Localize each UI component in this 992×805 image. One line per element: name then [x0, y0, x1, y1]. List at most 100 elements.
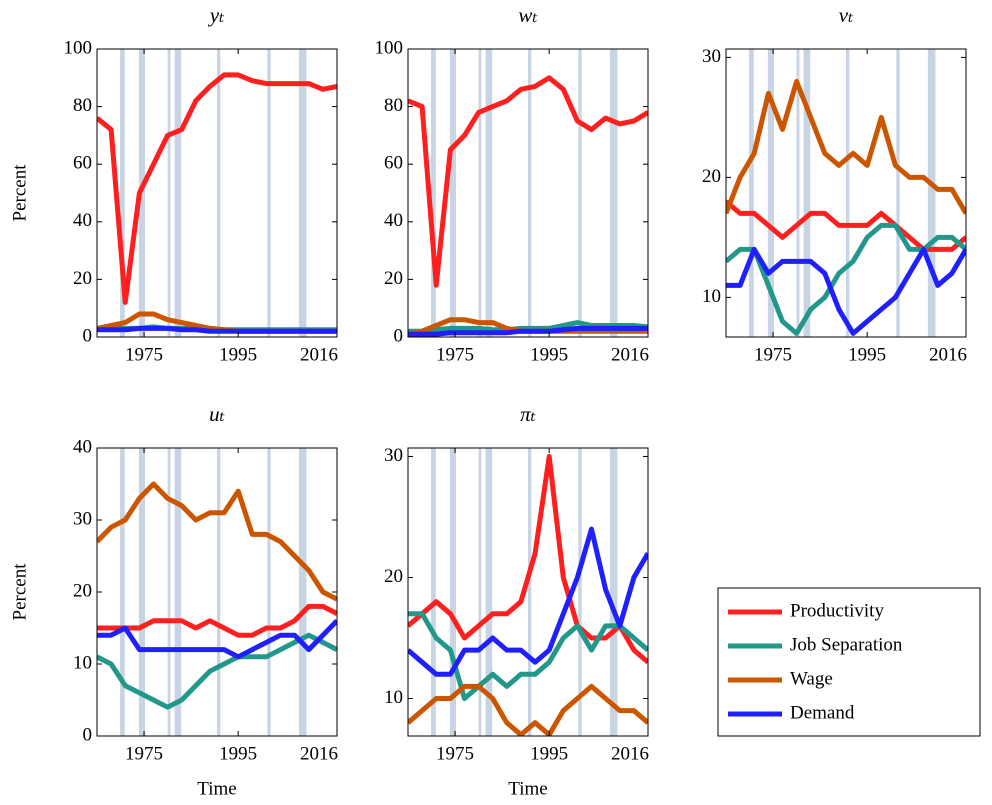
recession-band [138, 448, 145, 736]
recession-band [749, 49, 754, 337]
recession-band [485, 448, 493, 736]
recession-band [298, 49, 307, 337]
recession-band [478, 49, 482, 337]
x-tick-label: 1995 [219, 743, 257, 764]
y-tick-label: 20 [702, 166, 721, 187]
chart-title: πₜ [520, 402, 536, 426]
x-axis-label: Time [197, 778, 236, 799]
x-tick-label: 1995 [530, 743, 568, 764]
chart-title: wₜ [518, 3, 537, 27]
series-line [97, 325, 337, 334]
y-tick-label: 60 [384, 153, 403, 174]
y-tick-label: 30 [702, 46, 721, 67]
recession-band [609, 49, 618, 337]
recession-band [120, 49, 125, 337]
recession-band [217, 49, 221, 337]
x-tick-label: 2016 [300, 743, 338, 764]
x-tick-label: 1975 [125, 743, 163, 764]
series-line [408, 75, 648, 288]
series-line [97, 619, 337, 660]
panel: 10 20 30 1975 1995 2016 πₜ Time [384, 402, 649, 800]
y-tick-label: 80 [384, 95, 403, 116]
x-tick-label: 2016 [611, 743, 649, 764]
recession-band [298, 448, 307, 736]
x-tick-label: 1975 [436, 344, 474, 365]
series-line [408, 683, 648, 736]
plot-frame [725, 48, 967, 338]
recession-band [528, 49, 532, 337]
plot-area [97, 49, 337, 337]
legend-label: Wage [790, 668, 833, 689]
legend: Productivity Job Separation Wage Demand [717, 587, 981, 737]
y-tick-label: 100 [375, 37, 404, 58]
series-line [408, 454, 648, 665]
panel: 10 20 30 1975 1995 2016 vₜ [702, 3, 967, 366]
y-tick-label: 40 [73, 210, 92, 231]
x-tick-label: 1975 [436, 743, 474, 764]
x-tick-label: 2016 [300, 344, 338, 365]
legend-label: Demand [790, 702, 855, 723]
y-tick-label: 20 [384, 566, 403, 587]
recession-band [803, 49, 811, 337]
y-tick-label: 0 [83, 325, 93, 346]
series-line [97, 603, 337, 638]
recession-band [528, 448, 532, 736]
chart-title: yₜ [208, 3, 225, 27]
x-tick-label: 2016 [929, 344, 967, 365]
recession-band [609, 448, 618, 736]
recession-band [174, 448, 182, 736]
recession-band [431, 49, 436, 337]
panel: 0 10 20 30 40 1975 1995 2016 uₜ Percent Time [9, 402, 338, 800]
y-tick-label: 20 [384, 268, 403, 289]
y-tick-label: 40 [73, 436, 92, 457]
plot-frame [407, 447, 649, 737]
series-line [408, 320, 648, 334]
y-tick-label: 80 [73, 95, 92, 116]
series-line [726, 222, 966, 336]
series-line [97, 481, 337, 602]
chart-title: vₜ [839, 3, 854, 27]
recession-band [267, 448, 271, 736]
recession-band [896, 49, 900, 337]
recession-band [796, 49, 800, 337]
panel: 0 20 40 60 80 100 1975 1995 2016 wₜ [375, 3, 650, 366]
plot-area [408, 448, 648, 736]
series-line [97, 72, 337, 305]
x-tick-label: 1995 [530, 344, 568, 365]
y-tick-label: 0 [83, 724, 93, 745]
plot-frame [407, 48, 649, 338]
chart-title: uₜ [209, 402, 225, 426]
y-axis-label: Percent [9, 563, 30, 621]
recession-band [449, 448, 456, 736]
legend-label: Productivity [790, 600, 884, 621]
legend-label: Job Separation [790, 634, 903, 655]
recession-band [267, 49, 271, 337]
recession-band [767, 49, 774, 337]
y-axis-label: Percent [9, 164, 30, 222]
plot-area [97, 448, 337, 736]
recession-band [846, 49, 850, 337]
recession-band [578, 49, 582, 337]
recession-band [449, 49, 456, 337]
x-axis-label: Time [508, 778, 547, 799]
y-tick-label: 10 [73, 652, 92, 673]
plot-frame [96, 48, 338, 338]
recession-band [578, 448, 582, 736]
y-tick-label: 20 [73, 580, 92, 601]
y-tick-label: 100 [64, 37, 93, 58]
recession-band [120, 448, 125, 736]
x-tick-label: 1975 [125, 344, 163, 365]
series-line [408, 325, 648, 337]
recession-band [167, 49, 171, 337]
recession-band [485, 49, 493, 337]
x-tick-label: 2016 [611, 344, 649, 365]
recession-band [217, 448, 221, 736]
x-tick-label: 1975 [754, 344, 792, 365]
plot-area [726, 49, 966, 337]
x-tick-label: 1995 [848, 344, 886, 365]
y-tick-label: 20 [73, 268, 92, 289]
y-tick-label: 30 [384, 445, 403, 466]
panel: 0 20 40 60 80 100 1975 1995 2016 yₜ Percent [9, 3, 338, 366]
series-line [726, 78, 966, 215]
recession-band [167, 448, 171, 736]
